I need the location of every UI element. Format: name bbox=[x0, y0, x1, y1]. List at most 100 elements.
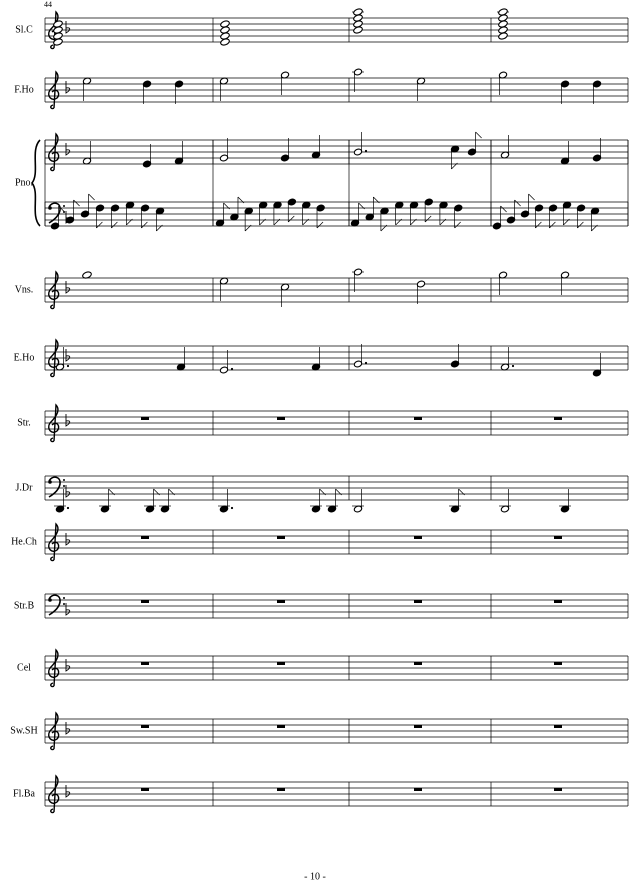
staff bbox=[44, 8, 629, 50]
staff bbox=[44, 593, 629, 619]
note-flag bbox=[58, 205, 65, 213]
note-flag bbox=[156, 224, 163, 232]
part-label: Str. bbox=[17, 417, 31, 428]
part-label: F.Ho bbox=[14, 84, 33, 95]
note-dot bbox=[364, 361, 368, 365]
treble-clef bbox=[48, 522, 60, 562]
staff bbox=[44, 774, 629, 814]
staff bbox=[44, 131, 629, 172]
bass-clef bbox=[48, 202, 61, 224]
staff bbox=[44, 338, 629, 378]
whole-rest bbox=[277, 536, 285, 539]
key-flat bbox=[65, 414, 71, 427]
note-flag bbox=[126, 218, 133, 226]
note-dot bbox=[364, 149, 368, 153]
whole-rest bbox=[277, 417, 285, 420]
whole-rest bbox=[141, 725, 149, 728]
bass-clef-dot bbox=[63, 603, 65, 605]
key-flat bbox=[65, 533, 71, 546]
part-label: Sw.SH bbox=[10, 725, 37, 736]
treble-clef bbox=[48, 403, 60, 443]
part-label: Fl.Ba bbox=[13, 788, 36, 799]
part-label: He.Ch bbox=[11, 536, 37, 547]
note-flag bbox=[410, 218, 417, 226]
note-flag bbox=[302, 218, 309, 226]
staff bbox=[44, 193, 629, 232]
note-head bbox=[220, 38, 230, 46]
note-flag bbox=[514, 199, 521, 207]
key-flat bbox=[65, 143, 71, 156]
whole-rest bbox=[141, 788, 149, 791]
note-flag bbox=[451, 162, 458, 170]
note-flag bbox=[288, 215, 295, 223]
key-flat bbox=[65, 722, 71, 735]
note-flag bbox=[73, 199, 80, 207]
key-flat bbox=[65, 281, 71, 294]
note-head bbox=[498, 8, 508, 16]
page-number: - 10 - bbox=[304, 871, 326, 882]
note-flag bbox=[475, 131, 482, 139]
note-head bbox=[82, 271, 92, 279]
whole-rest bbox=[554, 788, 562, 791]
note-flag bbox=[373, 196, 380, 204]
bass-clef bbox=[48, 476, 61, 498]
staff bbox=[44, 403, 629, 443]
bass-clef-dot bbox=[63, 485, 65, 487]
treble-clef bbox=[48, 338, 60, 378]
whole-rest bbox=[277, 662, 285, 665]
part-label: J.Dr bbox=[16, 482, 34, 493]
whole-rest bbox=[141, 417, 149, 420]
part-label: Vns. bbox=[15, 284, 34, 295]
note-flag bbox=[563, 218, 570, 226]
part-label: E.Ho bbox=[14, 352, 35, 363]
key-flat bbox=[65, 21, 71, 34]
note-head bbox=[498, 32, 508, 40]
note-dot bbox=[511, 364, 515, 368]
note-flag bbox=[528, 193, 535, 201]
system-brace bbox=[30, 139, 41, 227]
treble-clef bbox=[48, 132, 60, 172]
measure-number: 44 bbox=[44, 0, 52, 9]
whole-rest bbox=[277, 725, 285, 728]
whole-rest bbox=[141, 536, 149, 539]
key-flat bbox=[65, 659, 71, 672]
key-flat bbox=[65, 785, 71, 798]
note-head bbox=[53, 38, 63, 46]
treble-clef bbox=[48, 648, 60, 688]
note-flag bbox=[439, 218, 447, 226]
note-flag bbox=[358, 202, 365, 210]
note-dot bbox=[66, 506, 70, 510]
part-label: Str.B bbox=[14, 600, 35, 611]
staff bbox=[44, 711, 629, 751]
whole-rest bbox=[554, 725, 562, 728]
key-flat bbox=[65, 349, 71, 362]
bass-clef-dot bbox=[48, 480, 52, 484]
treble-clef bbox=[48, 711, 60, 751]
note-flag bbox=[335, 488, 342, 496]
note-flag bbox=[424, 215, 432, 223]
note-head bbox=[53, 20, 63, 28]
whole-rest bbox=[414, 417, 422, 420]
note-flag bbox=[535, 221, 542, 229]
note-flag bbox=[577, 221, 584, 229]
part-label: Sl.C bbox=[15, 24, 33, 35]
note-head bbox=[353, 8, 363, 16]
whole-rest bbox=[414, 788, 422, 791]
whole-rest bbox=[554, 600, 562, 603]
note-flag bbox=[395, 218, 402, 226]
staff bbox=[44, 522, 629, 562]
staff bbox=[44, 268, 629, 310]
note-flag bbox=[500, 205, 507, 213]
note-flag bbox=[168, 488, 175, 496]
whole-rest bbox=[141, 662, 149, 665]
note-flag bbox=[108, 488, 115, 496]
bass-clef-dot bbox=[48, 598, 52, 602]
whole-rest bbox=[414, 662, 422, 665]
staff bbox=[44, 475, 629, 513]
whole-rest bbox=[277, 600, 285, 603]
bass-clef-dot bbox=[63, 479, 65, 481]
note-flag bbox=[380, 224, 388, 232]
note-flag bbox=[458, 488, 465, 496]
note-flag bbox=[549, 221, 556, 229]
